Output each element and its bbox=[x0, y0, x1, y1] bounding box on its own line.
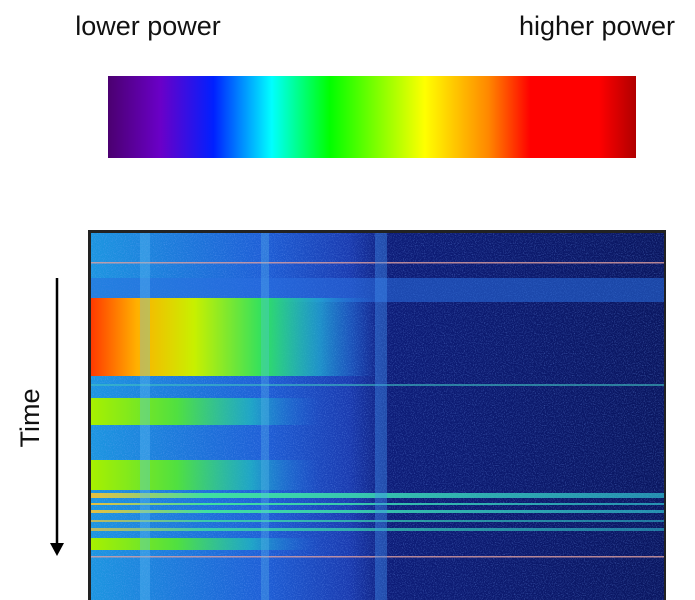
color-scale bbox=[108, 76, 636, 158]
time-label: Time bbox=[15, 389, 45, 448]
low-power-label: lower power bbox=[75, 11, 221, 41]
high-power-label: higher power bbox=[519, 11, 675, 41]
arrow-head bbox=[50, 543, 64, 556]
spectrogram bbox=[88, 230, 666, 600]
